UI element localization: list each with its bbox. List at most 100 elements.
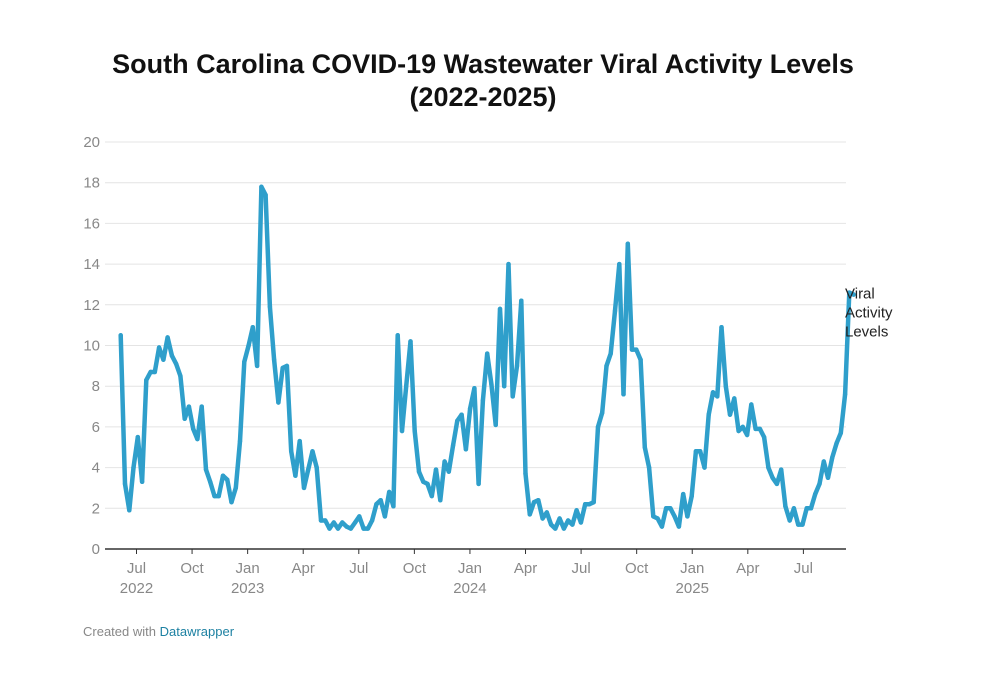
y-tick-label: 12 (83, 297, 100, 314)
data-point (450, 443, 456, 448)
data-point (271, 357, 277, 362)
data-point (178, 373, 183, 379)
y-tick-label: 18 (83, 175, 100, 192)
data-point (851, 292, 856, 297)
data-point (139, 479, 145, 484)
data-point (706, 412, 711, 417)
x-tick-label: Jan (458, 560, 482, 577)
data-point (314, 465, 319, 470)
data-point (165, 335, 170, 340)
data-point (847, 290, 852, 295)
data-point (203, 467, 209, 472)
data-point (561, 526, 567, 531)
x-tick-year: 2023 (231, 580, 264, 597)
data-point (825, 475, 831, 480)
data-point (591, 500, 596, 505)
data-point (629, 347, 635, 352)
data-point (672, 514, 677, 519)
data-point (331, 520, 336, 525)
x-tick-label: Oct (403, 560, 427, 577)
data-point (502, 384, 507, 389)
data-point (480, 398, 486, 403)
chart-title-line-1: South Carolina COVID-19 Wastewater Viral… (112, 49, 854, 79)
x-tick-year: 2024 (453, 580, 486, 597)
data-point (335, 526, 341, 531)
data-point (506, 261, 511, 267)
data-point (242, 359, 247, 364)
data-point (608, 351, 613, 356)
data-point (438, 498, 443, 503)
data-point (318, 518, 324, 523)
data-point (186, 404, 192, 409)
data-point (527, 512, 532, 517)
data-point (267, 304, 273, 309)
data-point (638, 357, 643, 362)
data-point (344, 524, 349, 529)
data-point (813, 491, 818, 497)
data-point (323, 518, 328, 523)
data-point (548, 522, 554, 527)
data-point (808, 506, 814, 511)
data-point (702, 465, 707, 470)
data-point (510, 394, 515, 399)
data-point (152, 369, 157, 375)
data-point (284, 363, 290, 369)
data-point (237, 438, 243, 444)
data-point (378, 498, 383, 503)
data-point (757, 426, 763, 432)
data-point (834, 441, 839, 446)
data-point (485, 351, 490, 356)
data-point (404, 384, 409, 389)
data-point (659, 524, 665, 529)
data-point (455, 418, 460, 423)
data-point (327, 526, 332, 531)
data-point (421, 479, 426, 484)
data-point (553, 526, 558, 531)
data-point (276, 400, 281, 405)
series-layer (118, 184, 856, 531)
y-tick-label: 0 (92, 541, 100, 558)
data-point (723, 384, 728, 389)
data-point (838, 430, 843, 436)
data-point (753, 426, 758, 432)
data-point (710, 390, 716, 395)
data-point (570, 522, 575, 527)
data-point (220, 473, 226, 478)
x-tick-label: Oct (180, 560, 204, 577)
data-point (280, 365, 285, 371)
data-point (531, 500, 537, 505)
y-tick-label: 10 (83, 338, 100, 355)
data-point (442, 459, 447, 464)
data-point (736, 428, 741, 434)
data-point (621, 392, 626, 397)
data-point (225, 477, 230, 482)
data-point (821, 459, 826, 464)
data-point (425, 481, 430, 487)
data-point (118, 333, 123, 338)
x-tick-year: 2022 (120, 580, 153, 597)
data-point (208, 479, 213, 484)
data-point (191, 426, 196, 432)
data-point (796, 522, 801, 527)
data-point (357, 514, 362, 519)
data-point (536, 498, 541, 503)
data-point (600, 410, 605, 415)
data-point (408, 339, 413, 344)
data-point (369, 518, 375, 523)
data-point (676, 524, 682, 529)
y-tick-label: 20 (83, 134, 100, 151)
data-point (148, 369, 153, 375)
datawrapper-link[interactable]: Datawrapper (159, 624, 235, 639)
data-point (156, 345, 162, 350)
data-point (642, 445, 647, 450)
chart-title-line-2: (2022-2025) (409, 82, 557, 112)
data-point (604, 363, 609, 369)
data-point (131, 465, 136, 470)
data-point (744, 432, 750, 438)
footer-prefix: Created with (83, 624, 156, 639)
data-point (732, 396, 737, 401)
data-point (740, 424, 745, 430)
data-point (651, 514, 656, 519)
data-point (663, 506, 669, 511)
data-point (169, 353, 175, 358)
